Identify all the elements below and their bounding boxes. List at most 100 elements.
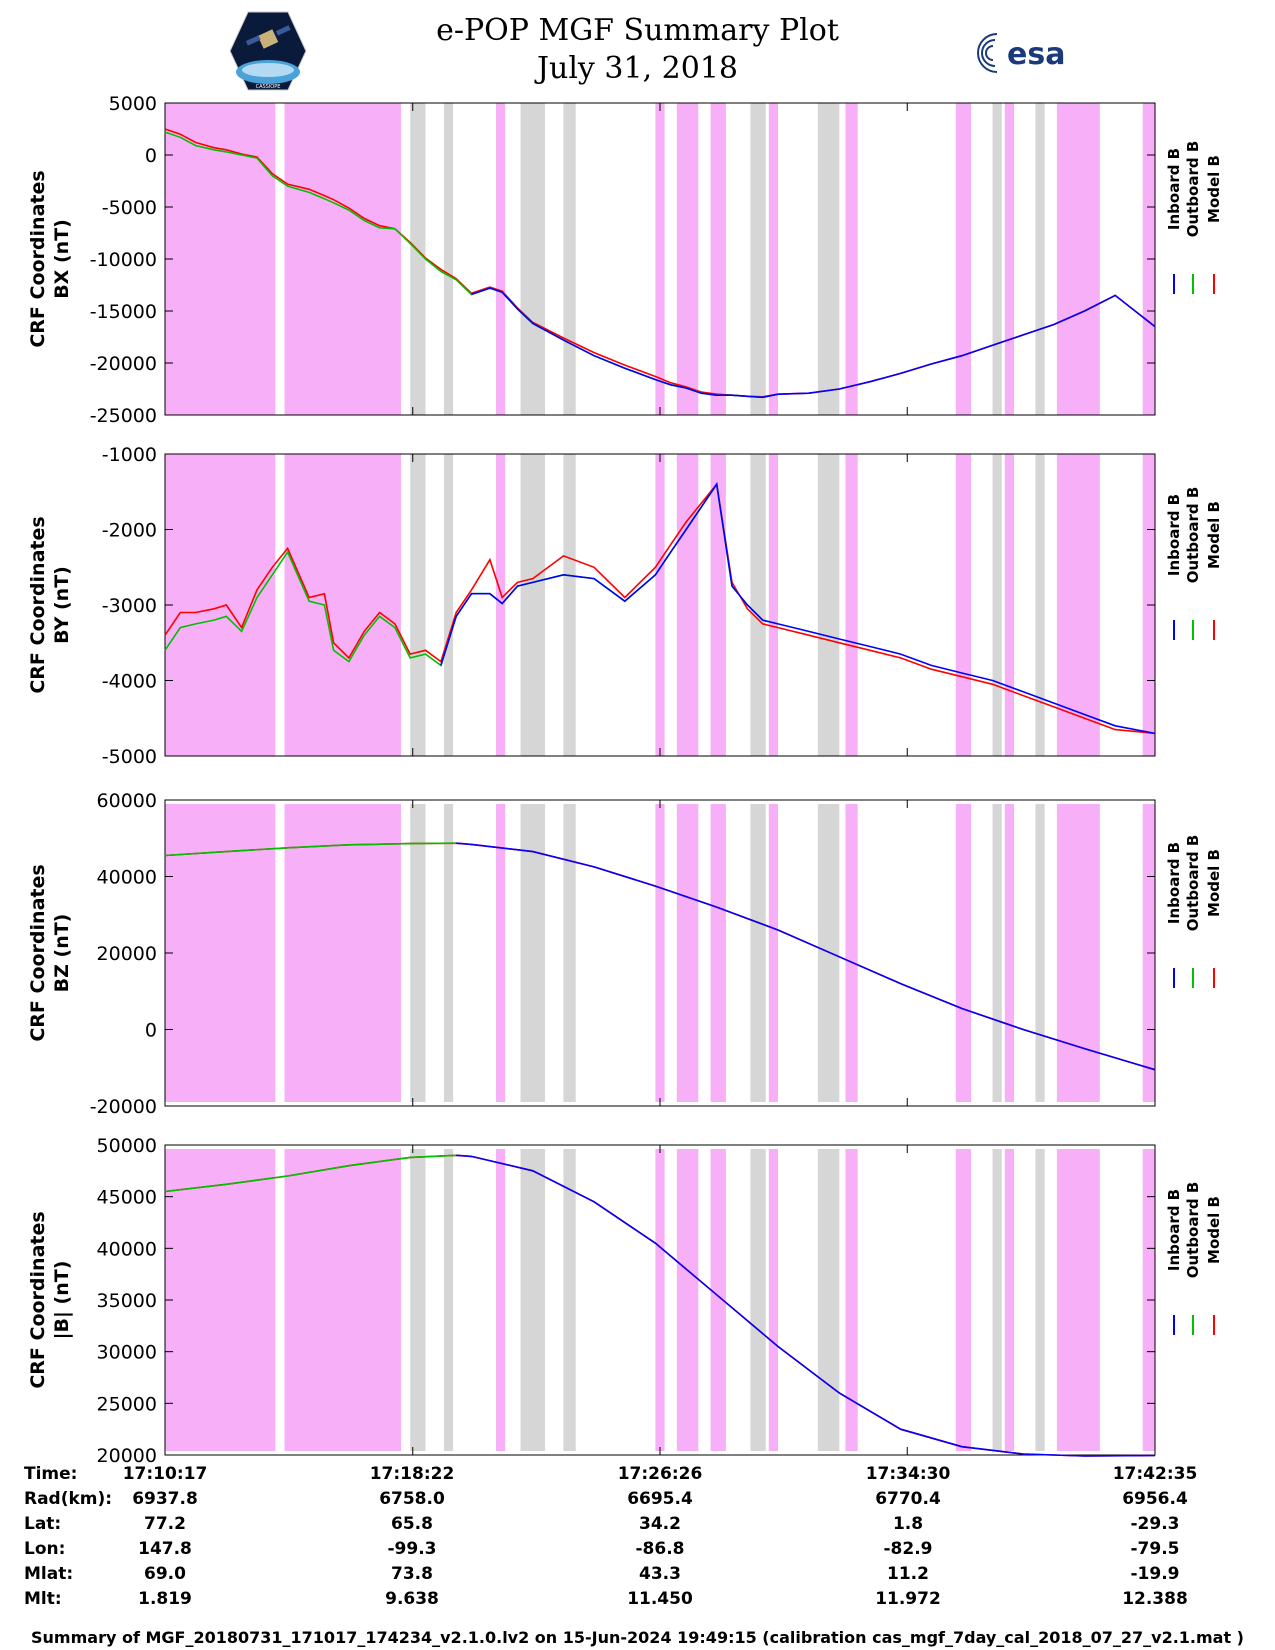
ephemeris-lat: 1.8	[892, 1514, 924, 1534]
pink-band	[710, 454, 726, 756]
ephemeris-mlt: 12.388	[1122, 1589, 1188, 1609]
ephemeris-rad: 6758.0	[379, 1489, 445, 1509]
gray-band	[563, 454, 576, 756]
gray-band	[563, 804, 576, 1102]
ephemeris-lat: 77.2	[144, 1514, 186, 1534]
ephemeris-mlt: 11.450	[627, 1589, 693, 1609]
panel-2: -1000 -2000 -3000 -4000 -5000 CRF Coordinates…	[27, 444, 1223, 768]
y-tick-label: 0	[145, 1020, 157, 1042]
ephemeris-lon: -79.5	[1130, 1539, 1180, 1559]
pink-band	[955, 103, 972, 415]
y-tick-label: -5000	[102, 197, 157, 219]
ephemeris-lon: -86.8	[635, 1539, 685, 1559]
ephemeris-lat: 65.8	[391, 1514, 433, 1534]
y-axis-label: BX (nT)	[51, 219, 73, 299]
y-tick-label: -20000	[90, 353, 157, 375]
panel-3: 60000 40000 20000 0 -20000 CRF Coordinates BZ …	[27, 790, 1223, 1118]
legend-label: Outboard B	[1184, 835, 1202, 932]
y-tick-label: -20000	[90, 1096, 157, 1118]
ephemeris-label-time: Time:	[24, 1464, 78, 1484]
ephemeris-lon: -82.9	[883, 1539, 933, 1559]
title-block: e-POP MGF Summary Plot July 31, 2018	[0, 12, 1275, 88]
pink-band	[1004, 103, 1015, 415]
pink-band	[768, 804, 779, 1102]
ephemeris-time: 17:42:35	[1112, 1464, 1198, 1484]
pink-band	[676, 103, 699, 415]
gray-band	[750, 1149, 766, 1451]
legend-label: Model B	[1205, 501, 1223, 569]
pink-band	[165, 103, 276, 415]
pink-band	[955, 804, 972, 1102]
gray-band	[750, 804, 766, 1102]
ephemeris-label-lon: Lon:	[24, 1539, 66, 1559]
gray-band	[443, 103, 454, 415]
ephemeris-label-mlt: Mlt:	[24, 1589, 62, 1609]
ephemeris-lon: 147.8	[138, 1539, 192, 1559]
pink-band	[676, 454, 699, 756]
panel-1: 5000 0 -5000 -10000 -15000 -20000 -25000 CRF Co…	[27, 93, 1223, 427]
pink-band	[1004, 1149, 1015, 1451]
ephemeris-label-rad: Rad(km):	[24, 1489, 113, 1509]
y-tick-label: 35000	[97, 1290, 157, 1312]
ephemeris-rad: 6937.8	[132, 1489, 198, 1509]
ephemeris-label-mlat: Mlat:	[24, 1564, 74, 1584]
gray-band	[443, 804, 454, 1102]
y-tick-label: 45000	[97, 1187, 157, 1209]
pink-band	[768, 103, 779, 415]
gray-band	[520, 804, 546, 1102]
pink-band	[676, 1149, 699, 1451]
ephemeris-mlat: 73.8	[391, 1564, 433, 1584]
series-line-outboard-b	[164, 842, 457, 857]
gray-band	[410, 1149, 426, 1451]
gray-band	[992, 1149, 1002, 1451]
y-tick-label: 40000	[97, 867, 157, 889]
gray-band	[410, 103, 426, 415]
ephemeris-label-lat: Lat:	[24, 1514, 62, 1534]
pink-band	[955, 1149, 972, 1451]
gray-band	[520, 1149, 546, 1451]
y-tick-label: -10000	[90, 249, 157, 271]
ephemeris-mlt: 1.819	[138, 1589, 192, 1609]
cassiope-logo-text: CASSIOPE	[256, 84, 281, 90]
legend-label: Inboard B	[1165, 1189, 1183, 1271]
ephemeris-mlat: 43.3	[639, 1564, 681, 1584]
gray-band	[817, 804, 840, 1102]
gray-band	[1035, 804, 1045, 1102]
ephemeris-time: 17:18:22	[369, 1464, 455, 1484]
gray-band	[817, 454, 840, 756]
pink-band	[1056, 1149, 1100, 1451]
y-tick-label: 0	[145, 145, 157, 167]
legend-label: Outboard B	[1184, 141, 1202, 238]
ephemeris-mlat: -19.9	[1130, 1564, 1180, 1584]
pink-band	[655, 804, 665, 1102]
pink-band	[845, 804, 858, 1102]
ephemeris-lat: -29.3	[1130, 1514, 1180, 1534]
cassiope-logo-icon: CASSIOPE	[229, 11, 307, 91]
gray-band	[992, 454, 1002, 756]
y-tick-label: -2000	[102, 520, 157, 542]
ephemeris-time: 17:26:26	[617, 1464, 703, 1484]
y-tick-label: -5000	[102, 746, 157, 768]
gray-band	[750, 454, 766, 756]
esa-logo-text: esa	[1007, 37, 1065, 72]
gray-band	[520, 103, 546, 415]
pink-band	[655, 103, 665, 415]
gray-band	[1035, 1149, 1045, 1451]
gray-band	[817, 103, 840, 415]
ephemeris-mlt: 9.638	[385, 1589, 439, 1609]
gray-band	[992, 103, 1002, 415]
pink-band	[768, 1149, 779, 1451]
y-tick-label: 40000	[97, 1238, 157, 1260]
pink-band	[284, 103, 402, 415]
y-tick-label: -15000	[90, 301, 157, 323]
pink-band	[1056, 454, 1100, 756]
pink-band	[655, 454, 665, 756]
ephemeris-time: 17:10:17	[122, 1464, 208, 1484]
series-line-inboard-b	[456, 1154, 1156, 1457]
gray-band	[520, 454, 546, 756]
y-axis-label: CRF Coordinates	[27, 516, 49, 693]
series-line-inboard-b	[440, 482, 1156, 735]
pink-band	[284, 454, 402, 756]
esa-logo-icon: esa	[977, 33, 1065, 73]
series-line-inboard-b	[456, 842, 1156, 1071]
